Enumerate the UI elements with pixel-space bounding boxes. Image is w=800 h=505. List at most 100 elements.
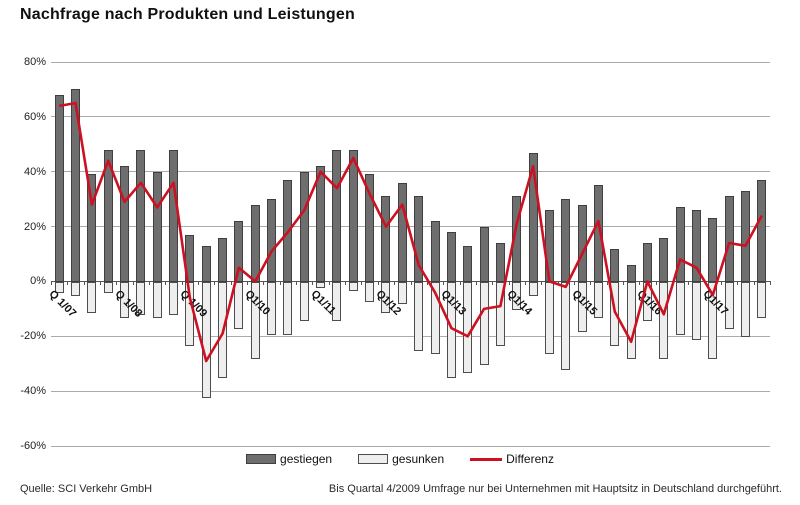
bar-gestiegen bbox=[446, 232, 456, 283]
bar-gestiegen bbox=[757, 179, 767, 283]
axis-tick bbox=[296, 281, 298, 286]
bar-gesunken bbox=[267, 282, 277, 335]
axis-tick bbox=[688, 281, 690, 286]
legend-label-gestiegen: gestiegen bbox=[280, 452, 333, 466]
differenz-line bbox=[58, 101, 763, 363]
bar-gesunken bbox=[675, 282, 685, 335]
bar-gestiegen bbox=[626, 264, 636, 283]
axis-tick bbox=[83, 281, 85, 286]
bar-gesunken bbox=[528, 282, 538, 297]
bar-gestiegen bbox=[201, 245, 211, 283]
gridline bbox=[51, 445, 770, 447]
bar-gestiegen bbox=[381, 196, 391, 283]
gridline bbox=[51, 116, 770, 118]
bar-gestiegen bbox=[103, 149, 113, 283]
bar-gestiegen bbox=[414, 196, 424, 283]
bar-gestiegen bbox=[397, 182, 407, 283]
axis-tick bbox=[377, 281, 379, 286]
axis-tick bbox=[312, 281, 314, 286]
legend-item-gesunken: gesunken bbox=[358, 452, 444, 466]
bar-gesunken bbox=[87, 282, 97, 313]
bar-gesunken bbox=[250, 282, 260, 360]
bar-gestiegen bbox=[463, 245, 473, 283]
axis-tick bbox=[361, 281, 363, 286]
bar-gesunken bbox=[626, 282, 636, 360]
y-axis-tick-label: 80% bbox=[23, 56, 46, 68]
bar-gestiegen bbox=[136, 149, 146, 283]
bar-gestiegen bbox=[54, 94, 64, 283]
bar-gesunken bbox=[479, 282, 489, 365]
axis-tick bbox=[524, 281, 526, 286]
bar-gesunken bbox=[348, 282, 358, 291]
axis-tick bbox=[541, 281, 543, 286]
axis-tick bbox=[459, 281, 461, 286]
axis-tick bbox=[426, 281, 428, 286]
bar-gesunken bbox=[332, 282, 342, 321]
bar-gestiegen bbox=[561, 199, 571, 283]
axis-tick bbox=[590, 281, 592, 286]
bar-gestiegen bbox=[185, 234, 195, 283]
bar-gesunken bbox=[577, 282, 587, 332]
axis-tick bbox=[345, 281, 347, 286]
axis-tick bbox=[475, 281, 477, 286]
bar-gestiegen bbox=[691, 210, 701, 283]
plot-area: Q 1/07 Q 1/08 Q 1/09 Q1/10 Q1/11 Q1/12 Q1/13 Q1… bbox=[47, 61, 771, 447]
bar-gestiegen bbox=[267, 199, 277, 283]
axis-tick bbox=[263, 281, 265, 286]
gridline bbox=[51, 390, 770, 392]
axis-tick bbox=[720, 281, 722, 286]
y-axis-tick-label: -60% bbox=[20, 440, 46, 452]
axis-tick bbox=[67, 281, 69, 286]
differenz-line-icon bbox=[470, 457, 503, 461]
bar-gesunken bbox=[544, 282, 554, 354]
bar-gesunken bbox=[430, 282, 440, 354]
bar-gestiegen bbox=[87, 174, 97, 283]
bar-gesunken bbox=[561, 282, 571, 371]
bar-gesunken bbox=[152, 282, 162, 319]
bar-gestiegen bbox=[218, 237, 228, 283]
y-axis-tick-label: 40% bbox=[23, 165, 46, 178]
bar-gesunken bbox=[136, 282, 146, 316]
chart-legend: gestiegen gesunken Differenz bbox=[0, 452, 800, 466]
bar-gesunken bbox=[120, 282, 130, 319]
bar-gesunken bbox=[691, 282, 701, 341]
axis-tick bbox=[655, 281, 657, 286]
axis-tick bbox=[328, 281, 330, 286]
axis-tick bbox=[737, 281, 739, 286]
axis-tick bbox=[198, 281, 200, 286]
bar-gesunken bbox=[201, 282, 211, 398]
y-axis-tick-label: 20% bbox=[23, 220, 46, 233]
bar-gestiegen bbox=[593, 185, 603, 283]
bar-gestiegen bbox=[71, 89, 80, 283]
axis-tick bbox=[508, 281, 510, 286]
axis-tick bbox=[149, 281, 151, 286]
y-axis-tick-label: -40% bbox=[20, 385, 46, 398]
bar-gesunken bbox=[593, 282, 603, 319]
bar-gesunken bbox=[512, 282, 522, 310]
bar-gestiegen bbox=[659, 237, 669, 283]
gridline bbox=[51, 61, 770, 63]
bar-gestiegen bbox=[675, 207, 685, 283]
bar-gestiegen bbox=[348, 149, 358, 283]
page-title: Nachfrage nach Produkten und Leistungen bbox=[20, 6, 355, 23]
bar-gesunken bbox=[414, 282, 424, 351]
axis-tick bbox=[116, 281, 118, 286]
bar-gestiegen bbox=[234, 221, 244, 283]
axis-tick bbox=[214, 281, 216, 286]
bar-gesunken bbox=[740, 282, 750, 338]
bar-gestiegen bbox=[610, 248, 620, 283]
bar-gestiegen bbox=[332, 149, 342, 283]
bar-gestiegen bbox=[479, 226, 489, 283]
y-axis-tick-label: 0% bbox=[30, 275, 46, 288]
bar-gesunken bbox=[397, 282, 407, 305]
source-note: Quelle: SCI Verkehr GmbH bbox=[20, 483, 153, 495]
bar-gesunken bbox=[299, 282, 309, 321]
axis-tick bbox=[492, 281, 494, 286]
bar-gestiegen bbox=[152, 171, 162, 283]
bar-gestiegen bbox=[495, 243, 505, 283]
y-axis-tick-label: 60% bbox=[23, 110, 46, 123]
axis-tick bbox=[443, 281, 445, 286]
bar-gesunken bbox=[71, 282, 80, 297]
bar-gestiegen bbox=[120, 166, 130, 283]
